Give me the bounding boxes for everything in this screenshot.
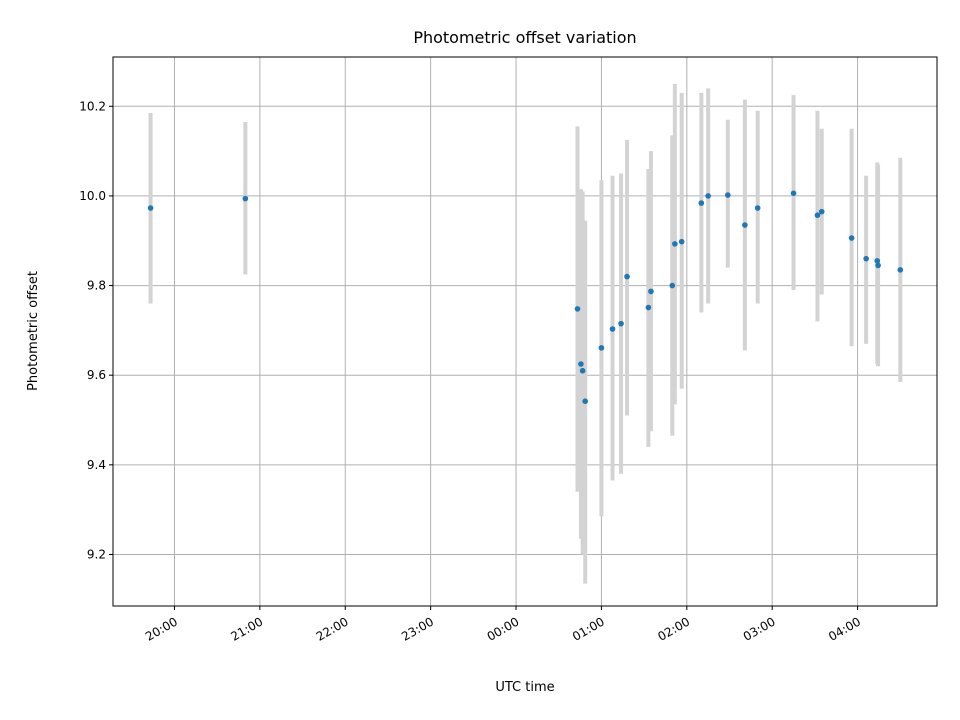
data-point	[147, 205, 154, 211]
data-point	[818, 208, 825, 215]
x-tick-label: 03:00	[741, 614, 778, 643]
data-point	[754, 205, 761, 211]
data-point	[863, 255, 869, 262]
data-point	[582, 398, 588, 404]
x-axis-label: UTC time	[495, 680, 554, 695]
data-point	[242, 195, 249, 202]
y-axis-ticks: 9.2 9.4 9.6 9.8 10.0 10.2	[79, 99, 113, 561]
data-point	[705, 193, 711, 199]
y-tick-label: 9.8	[87, 279, 106, 293]
y-tick-label: 10.0	[79, 189, 106, 203]
data-point	[698, 200, 705, 206]
data-point	[648, 288, 654, 295]
data-point	[624, 273, 630, 280]
data-point	[875, 262, 881, 269]
y-axis-label: Photometric offset	[26, 271, 41, 391]
x-tick-label: 23:00	[399, 614, 436, 643]
plot-frame	[112, 56, 938, 607]
y-tick-label: 9.6	[87, 368, 106, 382]
data-point	[814, 212, 821, 219]
data-point	[579, 367, 586, 374]
x-tick-label: 04:00	[826, 614, 863, 643]
data-point	[672, 241, 678, 247]
data-point	[669, 282, 676, 289]
data-point	[848, 235, 855, 241]
data-point	[598, 345, 605, 351]
data-point	[897, 267, 904, 273]
data-point	[645, 304, 652, 311]
data-points	[147, 190, 904, 404]
chart-title: Photometric offset variation	[413, 28, 636, 47]
y-tick-label: 9.2	[87, 547, 106, 561]
x-tick-label: 00:00	[485, 614, 522, 643]
data-point	[578, 361, 584, 367]
y-tick-label: 10.2	[79, 99, 106, 113]
data-point	[618, 320, 624, 327]
x-axis-ticks: 20:00 21:00 22:00 23:00 00:00 01:00 02:00 03:00…	[143, 606, 863, 644]
data-point	[790, 190, 797, 197]
data-point	[678, 238, 685, 245]
error-bars	[148, 83, 903, 584]
data-point	[724, 192, 731, 198]
x-tick-label: 22:00	[314, 614, 351, 643]
x-tick-label: 20:00	[143, 614, 180, 643]
y-tick-label: 9.4	[87, 458, 106, 472]
grid-lines	[113, 57, 937, 606]
x-tick-label: 21:00	[228, 614, 265, 643]
x-tick-label: 02:00	[655, 614, 692, 643]
data-point	[874, 258, 881, 264]
data-point	[742, 222, 748, 228]
data-point	[609, 326, 616, 332]
x-tick-label: 01:00	[570, 614, 607, 643]
data-point	[574, 306, 581, 312]
